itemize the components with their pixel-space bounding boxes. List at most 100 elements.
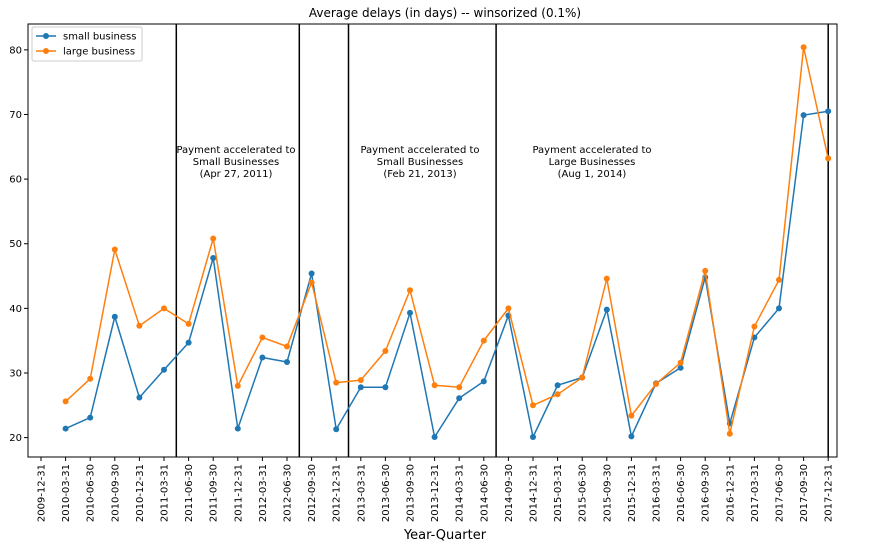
x-axis-label: Year-Quarter <box>403 528 487 543</box>
y-tick-label: 60 <box>9 175 22 186</box>
data-point <box>136 394 143 401</box>
data-point <box>628 412 635 419</box>
annotation-text: (Apr 27, 2011) <box>200 169 273 180</box>
y-tick-label: 80 <box>9 45 22 56</box>
data-point <box>136 322 143 329</box>
data-point <box>87 414 94 421</box>
data-point <box>653 380 659 387</box>
data-point <box>407 287 413 294</box>
legend-marker <box>43 48 49 54</box>
data-point <box>825 108 832 115</box>
data-point <box>554 382 561 389</box>
data-point <box>431 382 438 389</box>
legend-label: small business <box>63 32 136 43</box>
x-tick-label: 2010-03-31 <box>61 464 72 522</box>
x-tick-label: 2013-12-31 <box>430 464 441 522</box>
y-tick-label: 40 <box>9 304 22 315</box>
data-point <box>800 112 807 119</box>
annotation-text: Payment accelerated to <box>176 145 295 156</box>
data-point <box>480 378 487 385</box>
annotation-text: (Aug 1, 2014) <box>558 169 627 180</box>
data-point <box>111 313 118 320</box>
data-point <box>333 379 340 386</box>
series-group <box>62 44 832 440</box>
annotation-text: Payment accelerated to <box>532 145 651 156</box>
annotation-text: Large Businesses <box>549 157 636 168</box>
x-tick-label: 2014-12-31 <box>529 464 540 522</box>
data-point <box>210 235 217 242</box>
x-tick-label: 2012-09-30 <box>307 464 318 522</box>
annotation-text: Small Businesses <box>193 157 279 168</box>
legend-marker <box>43 33 49 39</box>
data-point <box>161 305 167 312</box>
x-tick-label: 2012-12-31 <box>332 464 343 522</box>
data-point <box>210 254 217 261</box>
data-point <box>579 374 586 381</box>
data-point <box>111 246 118 253</box>
x-tick-label: 2017-06-30 <box>775 464 786 522</box>
data-point <box>62 425 69 432</box>
data-point <box>357 384 364 391</box>
x-tick-label: 2014-03-31 <box>455 464 466 522</box>
data-point <box>480 337 487 344</box>
data-point <box>603 306 610 313</box>
x-tick-label: 2014-09-30 <box>504 464 515 522</box>
x-tick-label: 2015-03-31 <box>553 464 564 522</box>
x-tick-label: 2015-12-31 <box>627 464 638 522</box>
data-point <box>382 384 389 391</box>
x-tick-label: 2017-12-31 <box>824 464 835 522</box>
data-point <box>161 366 167 373</box>
x-tick-label: 2013-09-30 <box>406 464 417 522</box>
event-lines <box>175 24 829 457</box>
y-tick-label: 70 <box>9 110 22 121</box>
data-point <box>677 364 684 371</box>
data-point <box>530 402 536 409</box>
data-point <box>530 433 536 440</box>
y-tick-label: 20 <box>9 433 22 444</box>
x-tick-label: 2017-09-30 <box>799 464 810 522</box>
y-tick-label: 50 <box>9 239 22 250</box>
x-tick-label: 2009-12-31 <box>37 464 48 522</box>
data-point <box>407 309 413 316</box>
plot-area <box>27 23 838 458</box>
data-point <box>726 430 733 437</box>
x-tick-label: 2011-12-31 <box>233 464 244 522</box>
data-point <box>185 339 192 346</box>
x-tick-label: 2016-12-31 <box>725 464 736 522</box>
x-tick-label: 2010-09-30 <box>110 464 121 522</box>
legend: small business large business <box>31 26 143 62</box>
series-line-1 <box>65 47 829 434</box>
x-tick-label: 2012-03-31 <box>258 464 269 522</box>
y-tick-label: 30 <box>9 368 22 379</box>
x-tick-label: 2017-03-31 <box>750 464 761 522</box>
data-point <box>628 433 635 440</box>
data-point <box>259 354 266 361</box>
data-point <box>456 384 463 391</box>
series-line-0 <box>65 110 829 440</box>
chart-title: Average delays (in days) -- winsorized (… <box>309 6 581 20</box>
annotation-text: (Feb 21, 2013) <box>383 169 456 180</box>
data-point <box>185 320 192 327</box>
x-tick-label: 2013-06-30 <box>381 464 392 522</box>
x-axis: 2009-12-31 2010-03-31 2010-06-30 2010-09-30… <box>37 457 835 522</box>
x-tick-label: 2013-03-31 <box>356 464 367 522</box>
data-point <box>333 426 340 433</box>
x-tick-label: 2016-03-31 <box>652 464 663 522</box>
data-point <box>234 425 241 432</box>
legend-box <box>31 26 143 62</box>
x-tick-label: 2011-09-30 <box>209 464 220 522</box>
data-point <box>456 395 463 402</box>
x-tick-label: 2011-06-30 <box>184 464 195 522</box>
x-tick-label: 2016-06-30 <box>676 464 687 522</box>
x-tick-label: 2010-12-31 <box>135 464 146 522</box>
data-point <box>284 343 290 350</box>
x-tick-label: 2016-09-30 <box>701 464 712 522</box>
data-point <box>87 375 94 382</box>
data-point <box>62 398 69 405</box>
data-point <box>702 267 709 274</box>
data-point <box>284 358 290 365</box>
x-tick-label: 2015-06-30 <box>578 464 589 522</box>
data-point <box>382 348 389 355</box>
data-point <box>234 382 241 389</box>
x-tick-label: 2012-06-30 <box>283 464 294 522</box>
